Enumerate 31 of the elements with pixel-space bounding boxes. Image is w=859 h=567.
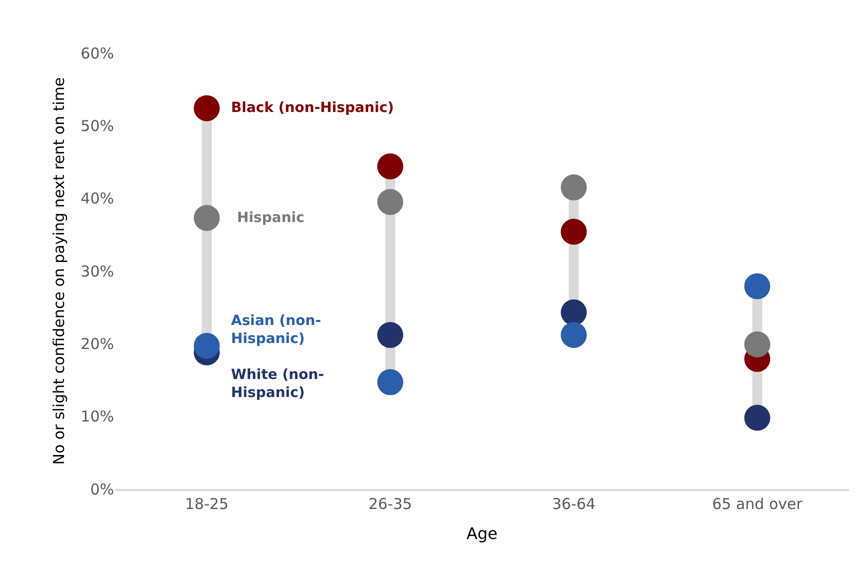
point [194, 204, 220, 231]
point [377, 369, 404, 396]
point [560, 322, 587, 348]
y-tick-label: 50% [80, 116, 114, 135]
y-tick-label: 60% [80, 44, 114, 62]
point [194, 95, 220, 122]
point [377, 153, 404, 180]
series-label: Asian (non-Hispanic) [231, 313, 322, 348]
x-tick-label: 26-35 [368, 494, 412, 513]
y-axis-title: No or slight confidence on paying next rent on time [50, 77, 68, 465]
point [560, 174, 587, 200]
point [744, 331, 770, 358]
y-tick-label: 40% [80, 190, 114, 208]
y-tick-label: 30% [80, 262, 114, 280]
point [194, 332, 220, 359]
x-axis-title: Age [466, 524, 498, 543]
x-tick-label: 65 and over [712, 494, 804, 513]
y-tick-label: 10% [80, 408, 114, 426]
series-label: Black (non-Hispanic) [231, 100, 394, 116]
x-tick-label: 36-64 [552, 494, 596, 513]
series-label: White (non-Hispanic) [231, 367, 324, 402]
point [560, 218, 587, 245]
y-tick-label: 20% [80, 334, 114, 353]
series-label: Hispanic [237, 210, 304, 226]
y-tick-label: 0% [90, 480, 114, 498]
point [377, 322, 404, 348]
point [560, 299, 587, 326]
point [377, 188, 404, 215]
x-tick-label: 18-25 [184, 494, 229, 513]
point [744, 404, 770, 431]
point [744, 273, 770, 300]
